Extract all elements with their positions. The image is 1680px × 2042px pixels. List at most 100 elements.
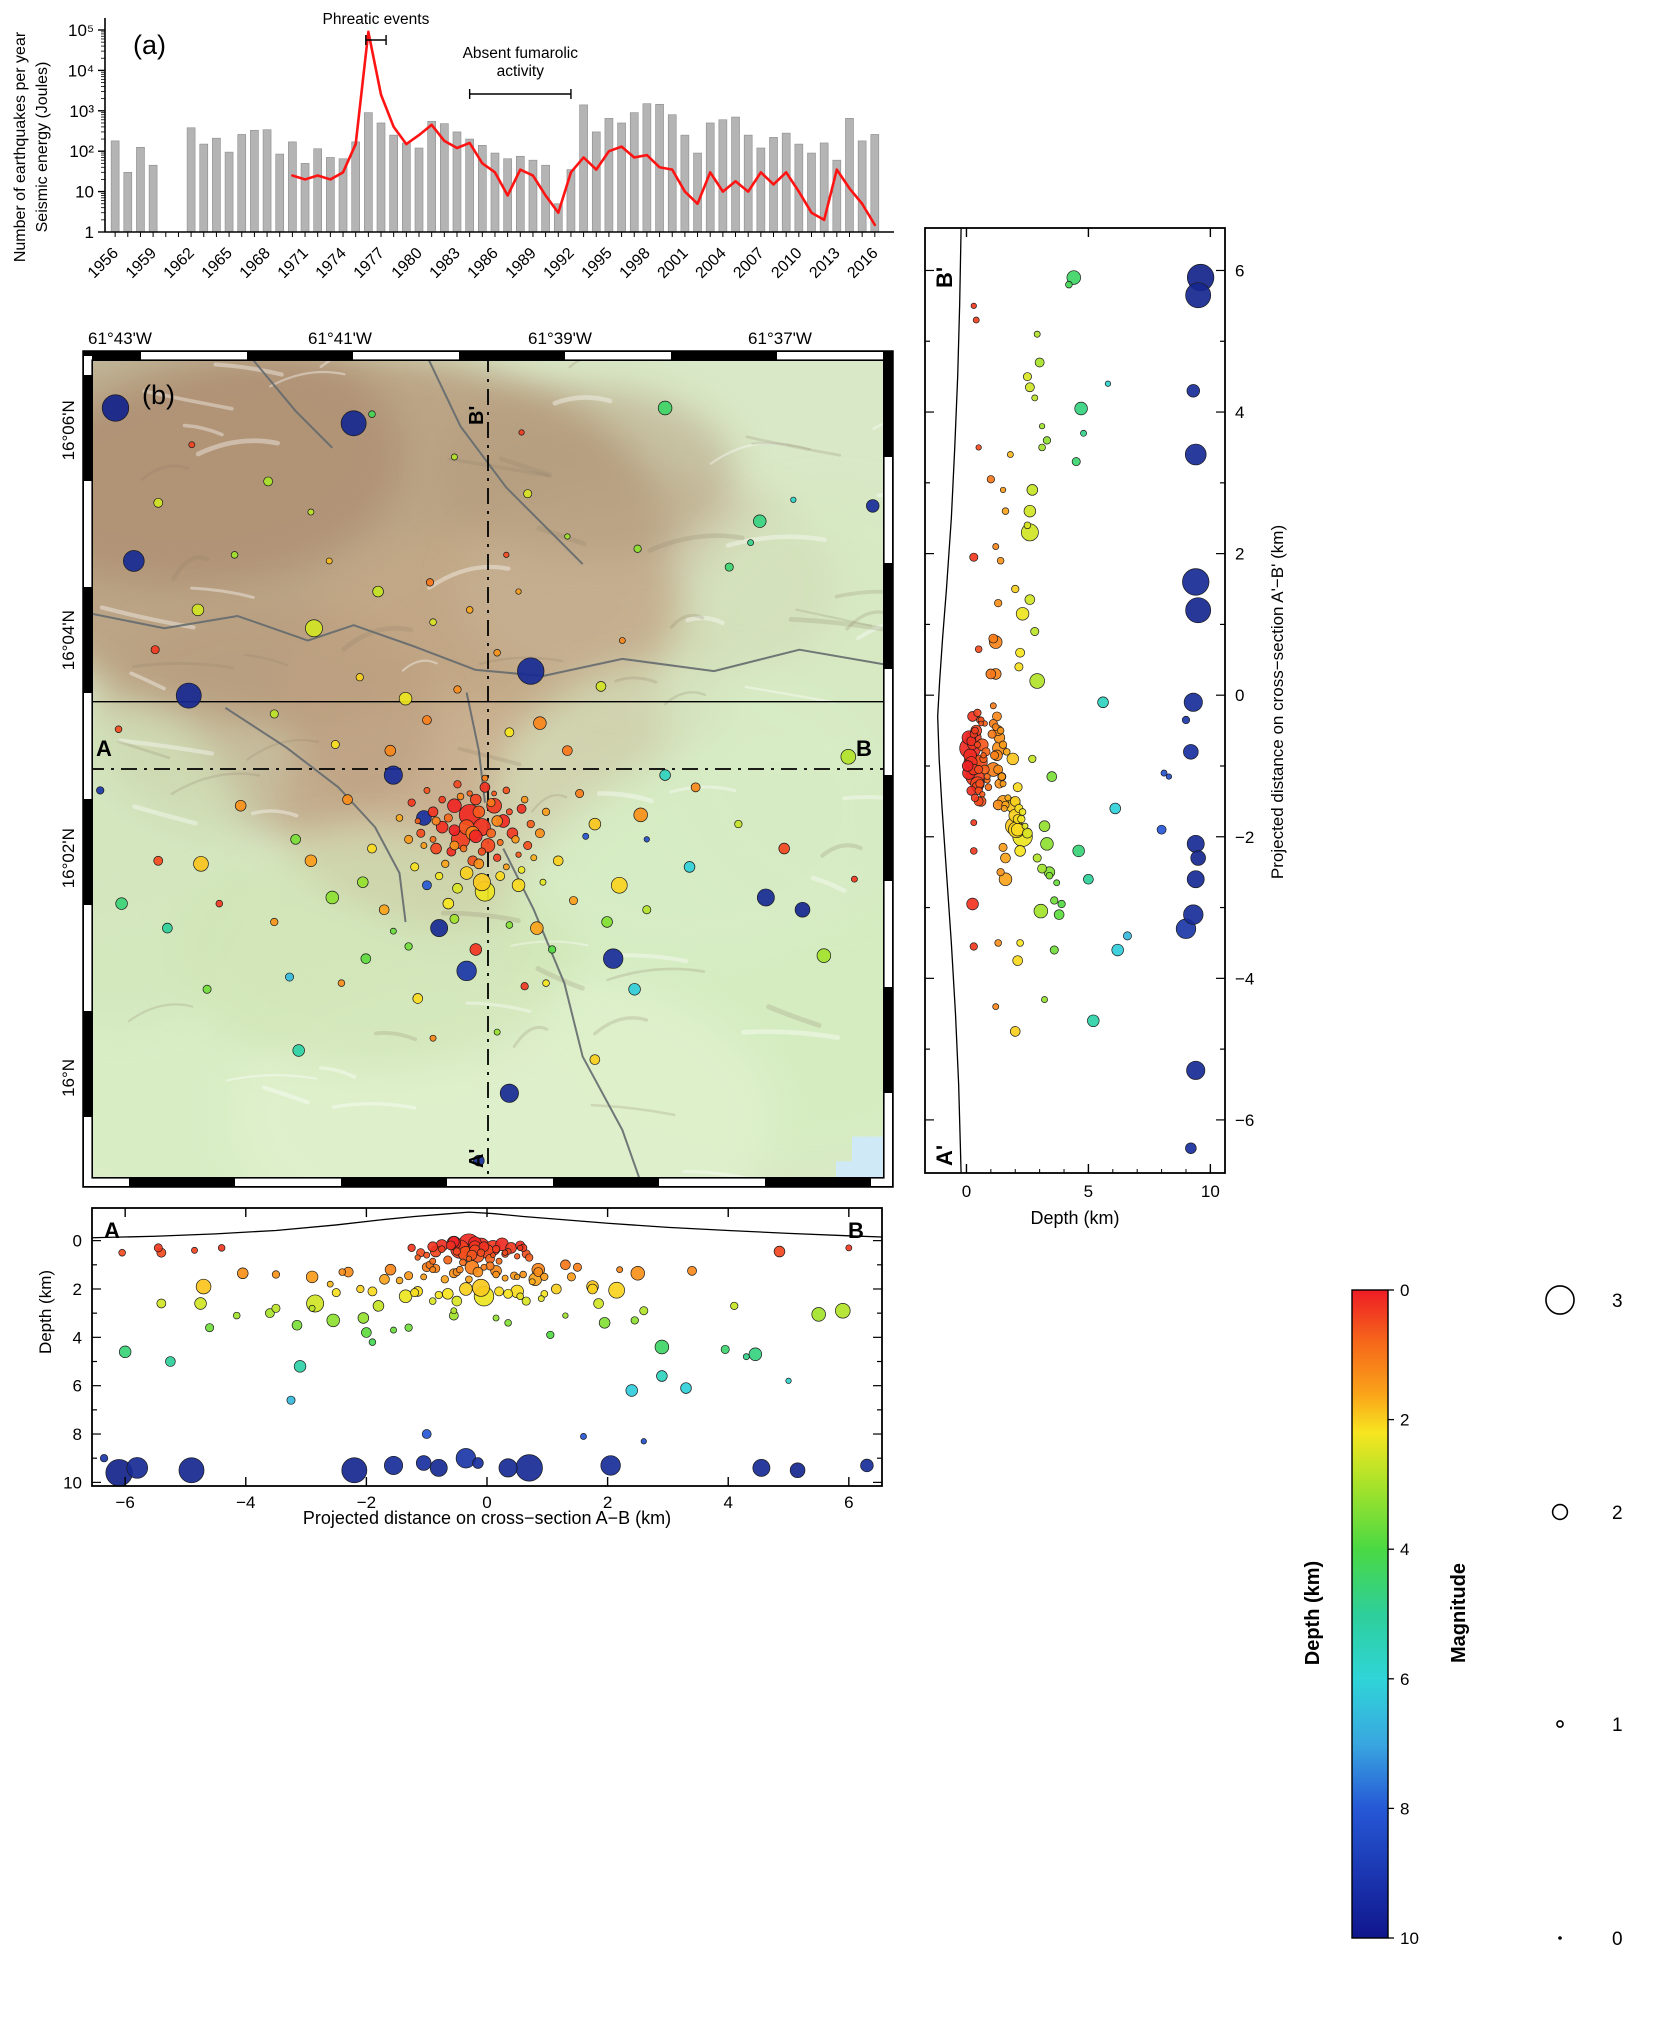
epicenter-marker <box>470 793 482 806</box>
year-bar <box>857 140 867 233</box>
hypocenter-marker <box>1033 903 1049 919</box>
path-shape <box>647 533 745 553</box>
hypocenter-marker <box>1186 384 1200 398</box>
year-tick-label: 1992 <box>541 245 578 282</box>
epicenter-marker <box>449 840 460 851</box>
hypocenter-marker <box>379 1274 390 1285</box>
hypocenter-marker <box>291 1319 303 1331</box>
hypocenter-marker <box>1009 1026 1021 1037</box>
year-tick-label: 1983 <box>427 245 464 282</box>
hypocenter-marker <box>217 1244 226 1252</box>
hypocenter-marker <box>1015 647 1025 658</box>
map-section-b-label: B <box>856 736 872 761</box>
hypocenter-marker <box>421 1429 432 1439</box>
hypocenter-marker <box>969 552 979 562</box>
path-shape <box>427 564 511 590</box>
hypocenter-marker <box>1074 401 1088 416</box>
hypocenter-marker <box>1017 814 1026 824</box>
hypocenter-marker <box>434 1290 443 1300</box>
longitude-label: 61°39'W <box>528 329 592 348</box>
hypocenters-ApBp <box>959 263 1215 1154</box>
year-bar <box>743 134 753 233</box>
epicenter-marker <box>840 749 857 765</box>
year-tick-label: 1989 <box>503 245 540 282</box>
hypocenter-marker <box>970 793 980 802</box>
hypocenter-marker <box>472 1266 484 1278</box>
path-shape <box>810 875 847 894</box>
panel-a-ylabel-line1: Number of earthquakes per year <box>12 31 29 263</box>
latitude-label: 16°N <box>59 1059 78 1097</box>
hypocenter-marker <box>1012 782 1023 793</box>
epicenter-marker <box>502 863 510 871</box>
distance-tick-label: 2 <box>1235 545 1244 564</box>
hypocenter-marker <box>1006 451 1014 458</box>
epicenter-marker <box>452 883 463 894</box>
colorbar-tick-label: 6 <box>1400 1670 1409 1689</box>
hypocenter-marker <box>445 1240 456 1251</box>
epicenter-marker <box>472 873 491 892</box>
magnitude-legend-label: 3 <box>1612 1291 1623 1312</box>
hypocenter-marker <box>1097 696 1109 709</box>
epicenter-marker <box>435 820 449 834</box>
hypocenter-marker <box>587 1283 598 1295</box>
path-shape <box>766 1004 822 1028</box>
magnitude-legend-label: 2 <box>1612 1503 1623 1524</box>
hypocenter-marker <box>961 760 974 772</box>
hypocenter-marker <box>384 1455 404 1475</box>
hypocenter-marker <box>997 772 1006 781</box>
epicenter-marker <box>372 585 384 598</box>
year-tick-label: 2004 <box>693 245 730 282</box>
hypocenter-marker <box>1183 692 1203 712</box>
hypocenter-marker <box>502 1249 509 1256</box>
hypocenter-marker <box>99 1454 109 1463</box>
hypocenter-marker <box>1034 357 1045 368</box>
fault-line <box>88 611 888 677</box>
hypocenter-marker <box>1183 904 1204 925</box>
hillshade-streaks <box>99 356 888 1182</box>
path-shape <box>614 676 658 684</box>
epicenter-marker <box>459 844 468 853</box>
distance-tick-label: 0 <box>482 1493 491 1512</box>
epicenter-marker <box>456 960 477 982</box>
epicenter-marker <box>533 716 547 730</box>
hypocenter-marker <box>993 764 1004 775</box>
panel-a-label: (a) <box>133 30 166 60</box>
path-shape <box>596 791 654 804</box>
hypocenter-marker <box>989 702 997 710</box>
hypocenter-marker <box>985 668 997 680</box>
annotation-text: activity <box>497 63 545 80</box>
hypocenter-marker <box>1016 939 1024 947</box>
ocean-corner <box>836 1136 888 1182</box>
epicenter-marker <box>756 888 775 907</box>
hypocenter-marker <box>492 1314 500 1322</box>
crossApBp-aprime-label: A' <box>932 1144 957 1166</box>
epicenter-marker <box>175 682 202 709</box>
epicenter-marker <box>530 921 544 935</box>
hypocenter-marker <box>970 302 977 309</box>
epicenter-marker <box>493 853 502 862</box>
epicenter-marker <box>447 798 462 813</box>
epicenter-marker <box>518 429 525 436</box>
path-shape <box>512 1025 549 1048</box>
hypocenter-marker <box>1033 330 1041 338</box>
hypocenter-marker <box>356 1284 365 1294</box>
epicenter-marker <box>790 496 797 503</box>
epicenter-marker <box>473 858 485 870</box>
hypocenter-marker <box>1065 280 1073 289</box>
hypocenter-marker <box>1080 429 1087 437</box>
epicenter-marker <box>431 816 441 826</box>
epicenter-marker <box>465 606 474 614</box>
epicenter-marker <box>420 842 428 849</box>
hypocenter-marker <box>514 1253 521 1260</box>
hypocenter-marker <box>427 1241 439 1252</box>
epicenter-marker <box>515 588 522 595</box>
hypocenter-marker <box>1026 484 1039 496</box>
hypocenter-marker <box>1011 584 1020 594</box>
year-bar <box>148 164 158 233</box>
hypocenter-marker <box>516 1292 524 1300</box>
hypocenter-marker <box>440 1275 449 1284</box>
hypocenter-marker <box>1185 282 1212 309</box>
epicenter-marker <box>438 795 446 804</box>
path-shape <box>669 613 705 629</box>
path-shape <box>401 659 438 672</box>
